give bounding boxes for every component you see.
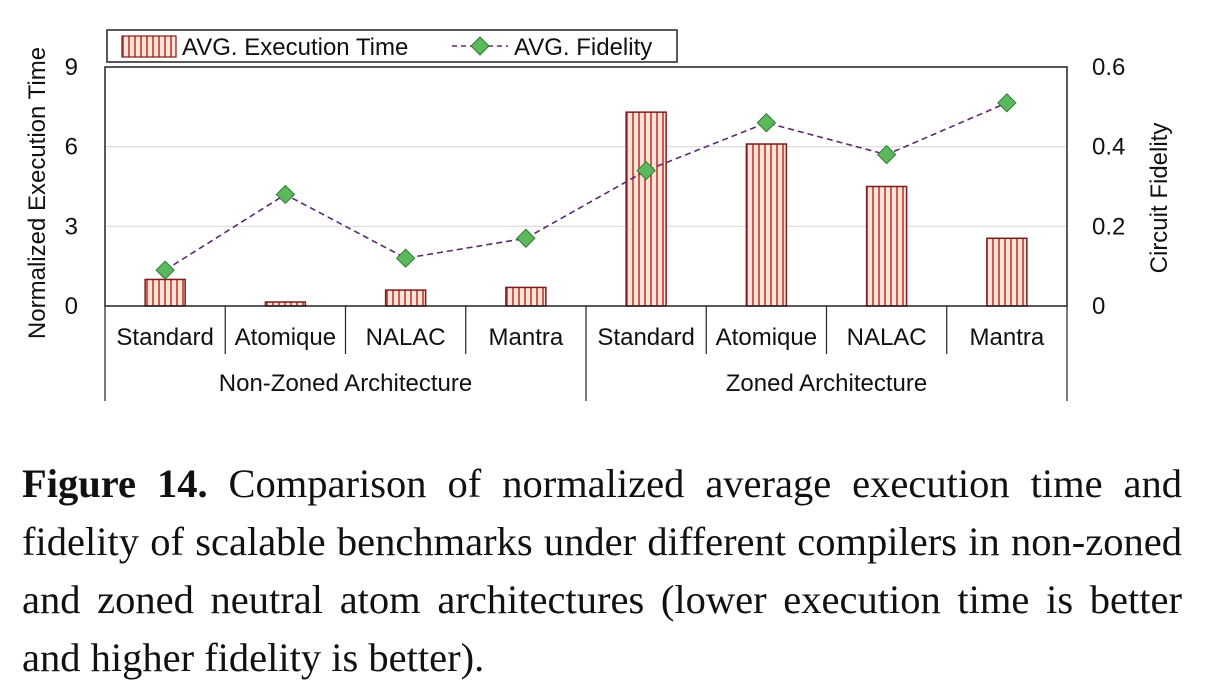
legend-label-fidelity: AVG. Fidelity [514,34,652,61]
bar [384,289,427,307]
x-tick-label: Atomique [716,324,817,351]
fidelity-marker [876,144,897,165]
bar [505,286,547,307]
y2-axis-title: Circuit Fidelity [1146,123,1173,274]
x-tick-label: Atomique [235,324,336,351]
x-tick-label: Standard [116,324,213,351]
legend: AVG. Execution Time AVG. Fidelity [106,29,678,63]
fidelity-marker [155,260,175,280]
fidelity-line [164,102,1008,271]
legend-frame [106,29,678,63]
y-tick-label: 0 [65,293,78,320]
x-tick-label: Mantra [489,324,564,351]
bar [625,111,667,307]
y-axis-title: Normalized Execution Time [24,47,51,339]
x-tick-label: NALAC [847,324,927,351]
bar [986,237,1028,307]
legend-swatch-execution-time [121,35,177,58]
chart: 0 3 6 9 0 0.2 0.4 0.6 Standard Atomique NALAC Mantr… [24,29,1173,401]
plot-frame [104,66,1068,307]
x-tick-label: Mantra [970,324,1045,351]
axes: 0 3 6 9 0 0.2 0.4 0.6 Standard Atomique NALAC Mantr… [65,54,1125,401]
fidelity-series [155,93,1017,280]
group-label: Non-Zoned Architecture [219,370,472,397]
bar-series [144,111,1028,307]
legend-label-execution-time: AVG. Execution Time [182,34,408,61]
x-tick-label: NALAC [366,324,446,351]
legend-swatch-fidelity-marker [470,36,490,56]
figure-caption: Figure 14. Comparison of normalized aver… [22,455,1182,687]
fidelity-marker [516,228,536,248]
y-tick-label: 6 [65,134,78,161]
bar [745,143,788,307]
fidelity-marker [997,93,1017,113]
caption-text: Comparison of normalized average executi… [22,461,1182,680]
y2-tick-label: 0.2 [1092,213,1125,240]
y-tick-label: 3 [65,213,78,240]
group-label: Zoned Architecture [726,370,927,397]
bar [865,185,908,307]
fidelity-marker [395,248,416,268]
y2-tick-label: 0.6 [1092,54,1125,81]
caption-label: Figure 14. [22,461,208,506]
y2-tick-label: 0.4 [1092,134,1125,161]
gridlines [105,66,1067,227]
fidelity-marker [636,160,656,181]
y2-tick-label: 0 [1092,293,1105,320]
fidelity-marker [756,113,777,133]
x-tick-label: Standard [597,324,694,351]
bar [144,278,186,307]
fidelity-marker [275,184,296,205]
y-tick-label: 9 [65,54,78,81]
